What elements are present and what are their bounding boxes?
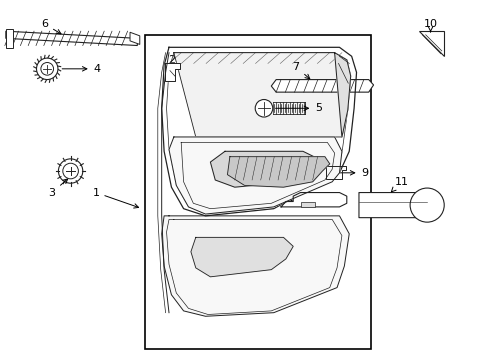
Text: 8: 8 (277, 191, 291, 201)
Text: 10: 10 (423, 19, 437, 32)
Circle shape (37, 58, 58, 80)
Polygon shape (210, 151, 317, 187)
Polygon shape (174, 53, 350, 137)
Polygon shape (165, 63, 180, 81)
Polygon shape (190, 237, 293, 277)
Text: 2: 2 (167, 55, 175, 72)
Text: 3: 3 (48, 179, 67, 198)
Circle shape (62, 163, 78, 179)
FancyBboxPatch shape (358, 193, 427, 218)
Polygon shape (169, 137, 341, 214)
Text: 11: 11 (390, 177, 407, 192)
Text: 6: 6 (41, 19, 61, 34)
Text: 9: 9 (328, 168, 368, 178)
Polygon shape (162, 216, 348, 316)
Circle shape (41, 63, 54, 75)
Text: 1: 1 (92, 188, 138, 208)
Bar (300, 202, 314, 207)
Polygon shape (227, 157, 329, 187)
Bar (144, 35, 370, 348)
Text: 7: 7 (292, 62, 309, 79)
Polygon shape (418, 31, 443, 56)
Circle shape (58, 159, 82, 183)
Polygon shape (325, 166, 345, 179)
Polygon shape (281, 193, 346, 207)
Polygon shape (6, 29, 13, 48)
Circle shape (409, 188, 443, 222)
Polygon shape (6, 31, 137, 45)
Text: 4: 4 (62, 64, 101, 74)
Polygon shape (271, 80, 373, 92)
Circle shape (255, 99, 272, 117)
Polygon shape (334, 53, 350, 137)
Polygon shape (130, 32, 140, 44)
Text: 5: 5 (275, 103, 322, 113)
